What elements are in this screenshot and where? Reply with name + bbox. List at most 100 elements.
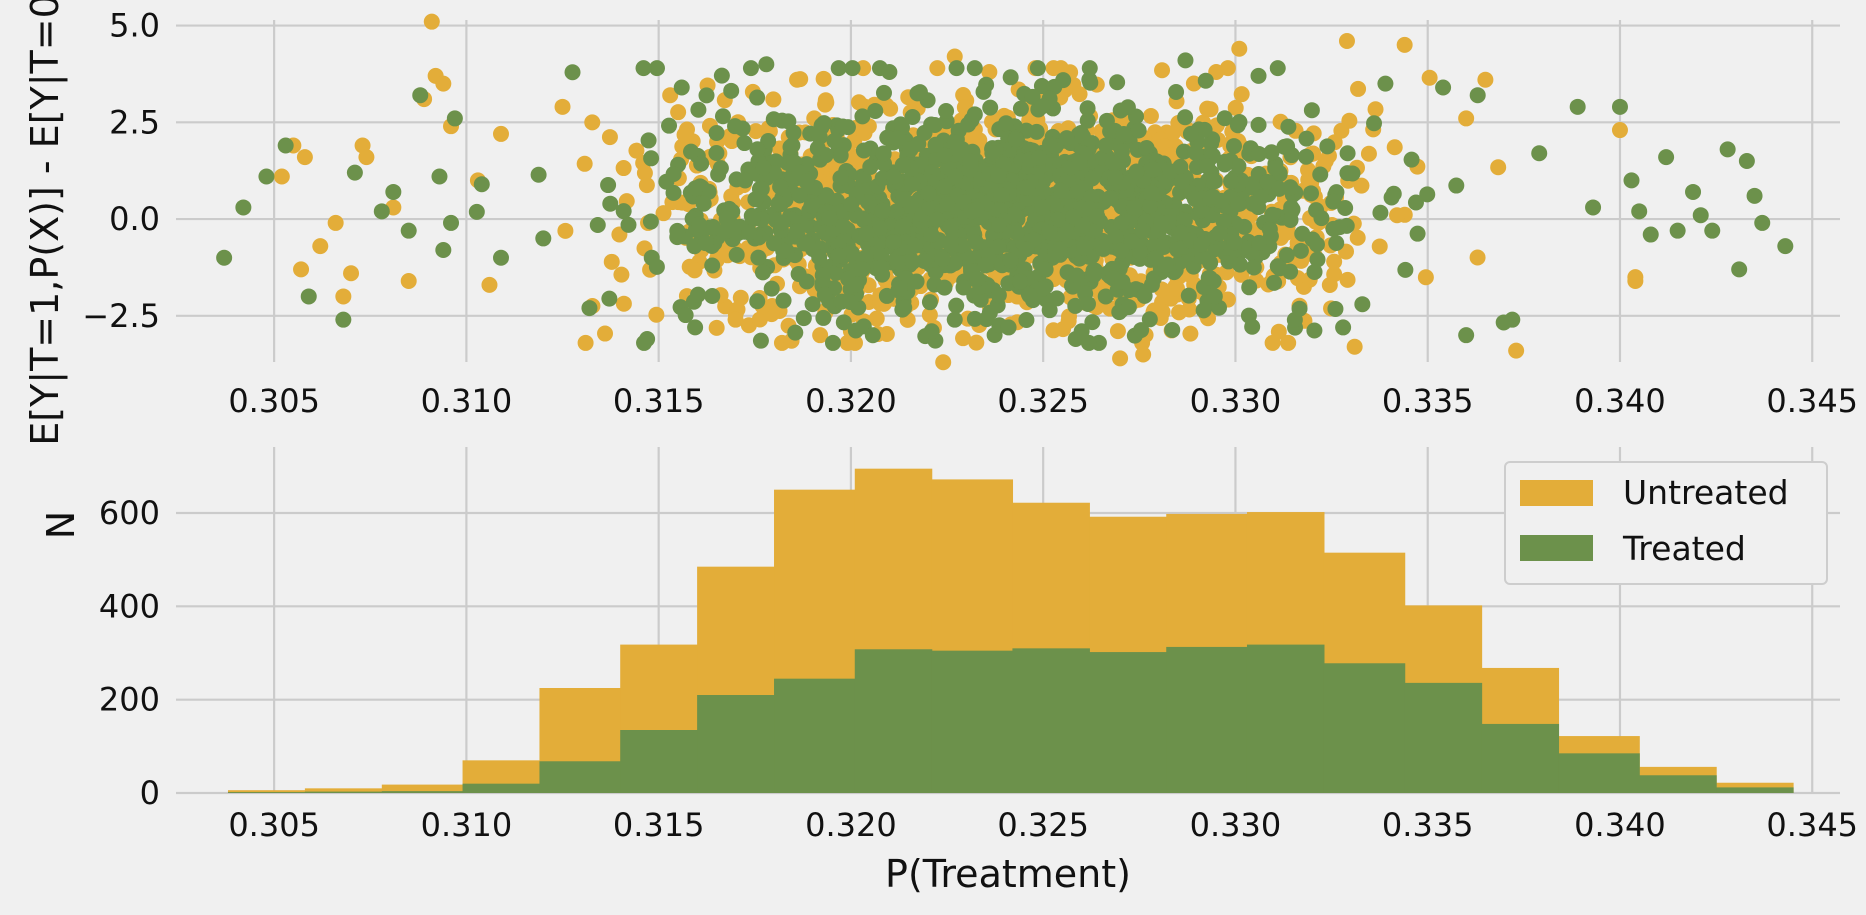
scatter-x-tick-label: 0.310 — [421, 382, 513, 420]
scatter-point — [1055, 72, 1072, 89]
histogram-x-axis-label: P(Treatment) — [885, 852, 1131, 896]
scatter-point — [758, 56, 775, 73]
scatter-point — [1294, 225, 1311, 242]
scatter-point — [1306, 322, 1323, 339]
scatter-point — [982, 99, 999, 116]
histogram-x-tick-label: 0.345 — [1766, 806, 1858, 844]
scatter-point — [1065, 208, 1082, 225]
scatter-point — [1319, 138, 1336, 155]
scatter-point — [648, 258, 665, 275]
histogram-y-axis-label: N — [39, 511, 83, 539]
scatter-point — [473, 176, 490, 193]
scatter-point — [858, 225, 875, 242]
scatter-point — [1120, 299, 1137, 316]
scatter-point — [955, 330, 972, 347]
scatter-point — [1216, 110, 1233, 127]
scatter-point — [708, 145, 725, 162]
scatter-point — [1195, 302, 1212, 319]
scatter-point — [1477, 71, 1494, 88]
scatter-point — [1112, 350, 1129, 367]
scatter-point — [1627, 269, 1644, 286]
scatter-point — [1113, 198, 1130, 215]
scatter-point — [1048, 290, 1065, 307]
scatter-point — [904, 109, 921, 126]
scatter-point — [749, 293, 766, 310]
scatter-point — [1164, 125, 1181, 142]
scatter-point — [346, 164, 363, 181]
scatter-point — [1125, 199, 1142, 216]
scatter-point — [765, 91, 782, 108]
scatter-point — [923, 226, 940, 243]
scatter-point — [755, 159, 772, 176]
scatter-point — [1669, 222, 1686, 239]
scatter-point — [742, 60, 759, 77]
scatter-point — [1142, 197, 1159, 214]
scatter-tick-labels: 0.305 0.310 0.315 0.320 0.325 0.330 0.335 0.340… — [82, 7, 1858, 420]
scatter-point — [1300, 162, 1317, 179]
scatter-point — [1080, 334, 1097, 351]
scatter-point — [695, 195, 712, 212]
scatter-point — [736, 135, 753, 152]
scatter-point — [1060, 313, 1077, 330]
scatter-point — [648, 306, 665, 323]
scatter-point — [1084, 314, 1101, 331]
scatter-point — [782, 139, 799, 156]
scatter-point — [1053, 182, 1070, 199]
scatter-point — [677, 307, 694, 324]
scatter-point — [1155, 238, 1172, 255]
scatter-point — [765, 235, 782, 252]
scatter-point — [713, 67, 730, 84]
scatter-x-tick-label: 0.320 — [805, 382, 897, 420]
scatter-point — [564, 64, 581, 81]
scatter-point — [868, 310, 885, 327]
scatter-point — [830, 60, 847, 77]
histogram-x-tick-label: 0.330 — [1190, 806, 1282, 844]
scatter-point — [734, 120, 751, 137]
scatter-point — [1130, 122, 1147, 139]
scatter-point — [789, 71, 806, 88]
histogram-bar — [539, 761, 621, 793]
scatter-point — [872, 219, 889, 236]
legend-swatch-treated — [1520, 535, 1593, 561]
scatter-point — [1692, 207, 1709, 224]
scatter-point — [400, 272, 417, 289]
scatter-point — [1569, 98, 1586, 115]
scatter-point — [1409, 225, 1426, 242]
scatter-point — [1271, 180, 1288, 197]
scatter-point — [1346, 338, 1363, 355]
scatter-point — [890, 254, 907, 271]
scatter-y-tick-label: 0.0 — [109, 200, 160, 238]
scatter-point — [833, 293, 850, 310]
histogram-y-tick-label: 400 — [99, 587, 160, 625]
scatter-point — [1746, 187, 1763, 204]
scatter-point — [798, 273, 815, 290]
histogram-bar — [462, 783, 541, 793]
scatter-point — [628, 142, 645, 159]
scatter-point — [1232, 256, 1249, 273]
scatter-point — [921, 294, 938, 311]
scatter-point — [335, 288, 352, 305]
scatter-point — [1250, 67, 1267, 84]
scatter-point — [862, 158, 879, 175]
scatter-point — [1000, 319, 1017, 336]
scatter-point — [1187, 144, 1204, 161]
scatter-point — [809, 140, 826, 157]
scatter-point — [855, 142, 872, 159]
scatter-point — [335, 311, 352, 328]
scatter-point — [1326, 253, 1343, 270]
scatter-point — [1276, 225, 1293, 242]
scatter-point — [640, 132, 657, 149]
scatter-point — [468, 203, 485, 220]
scatter-point — [1171, 304, 1188, 321]
histogram-y-tick-label: 600 — [99, 494, 160, 532]
scatter-point — [1280, 334, 1297, 351]
scatter-point — [698, 87, 715, 104]
scatter-point — [856, 124, 873, 141]
scatter-point — [1164, 321, 1181, 338]
scatter-point — [1226, 234, 1243, 251]
scatter-point — [1269, 60, 1286, 77]
histogram-bar — [1481, 723, 1560, 793]
scatter-point — [1403, 151, 1420, 168]
scatter-point — [1504, 311, 1521, 328]
scatter-point — [1079, 100, 1096, 117]
